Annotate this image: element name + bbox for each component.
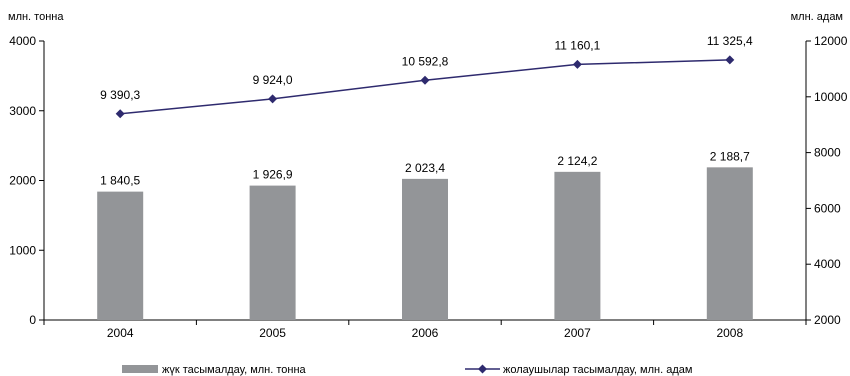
legend-bar-label: жүк тасымалдау, млн. тонна	[162, 364, 307, 376]
y-right-tick-label: 6000	[814, 201, 841, 215]
line-data-label: 11 160,1	[554, 38, 600, 52]
line-point-marker	[420, 75, 430, 85]
line-data-label: 9 924,0	[253, 73, 293, 87]
y-left-tick-label: 0	[29, 313, 36, 327]
legend-line-label: жолаушылар тасымалдау, млн. адам	[503, 364, 692, 376]
bar	[706, 167, 753, 320]
y-left-tick-label: 4000	[9, 34, 36, 48]
y-right-tick-label: 8000	[814, 146, 841, 160]
y-right-tick-label: 4000	[814, 257, 841, 271]
bar	[402, 178, 448, 320]
line-point-marker	[115, 109, 125, 119]
bar-data-label: 2 023,4	[405, 161, 445, 175]
x-tick-label: 2004	[107, 326, 134, 340]
bar-data-label: 1 926,9	[253, 168, 293, 182]
x-tick-label: 2005	[259, 326, 286, 340]
line-series	[115, 55, 735, 119]
legend-line-marker	[478, 364, 487, 374]
bar	[249, 185, 296, 320]
data-labels: 1 840,5 1 926,9 2 023,4 2 124,2 2 188,7 9 390…	[100, 34, 753, 188]
bar-data-label: 2 188,7	[710, 149, 750, 163]
y-right-tick-label: 2000	[814, 313, 841, 327]
line-point-marker	[725, 55, 735, 65]
y-left-tick-label: 2000	[9, 174, 36, 188]
bars	[97, 167, 753, 320]
axes: 0 1000 2000 3000 4000 2000 4000 6000 8000 10000 12…	[9, 34, 847, 340]
y-right-tick-label: 12000	[814, 34, 848, 48]
y-right-tick-label: 10000	[814, 90, 848, 104]
line-point-marker	[572, 59, 582, 69]
bar	[97, 191, 144, 320]
bar-data-label: 1 840,5	[100, 174, 140, 188]
legend: жүк тасымалдау, млн. тонна жолаушылар та…	[122, 364, 692, 376]
x-tick-label: 2007	[564, 326, 591, 340]
bar-data-label: 2 124,2	[557, 154, 597, 168]
line-data-label: 11 325,4	[707, 34, 753, 48]
line-data-label: 10 592,8	[402, 54, 449, 68]
x-tick-label: 2008	[716, 326, 743, 340]
bar	[554, 171, 601, 320]
line-point-marker	[268, 94, 278, 104]
y-left-unit: млн. тонна	[8, 11, 64, 23]
legend-bar-swatch	[122, 365, 158, 373]
x-tick-label: 2006	[412, 326, 439, 340]
y-left-tick-label: 3000	[9, 104, 36, 118]
y-left-tick-label: 1000	[9, 243, 36, 257]
y-right-unit: млн. адам	[791, 11, 843, 23]
line-data-label: 9 390,3	[100, 88, 140, 102]
